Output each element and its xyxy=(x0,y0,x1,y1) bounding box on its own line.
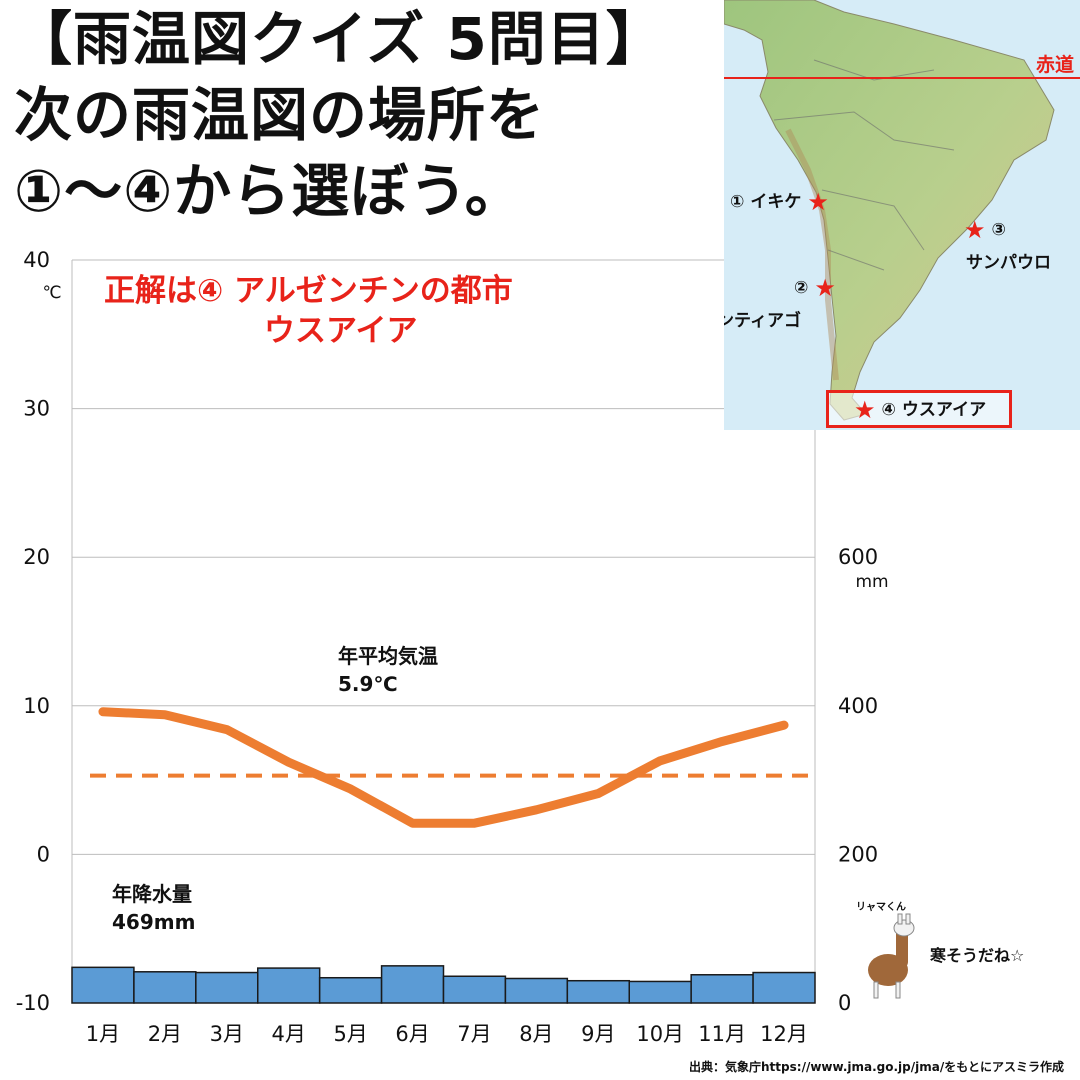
precip-bar xyxy=(752,971,816,1004)
month-label: 10月 xyxy=(636,1022,684,1046)
precip-bar xyxy=(318,976,383,1004)
source-credit: 出典：気象庁https://www.jma.go.jp/jma/をもとにアスミラ… xyxy=(689,1060,1064,1074)
precip-tick-label: 200 xyxy=(838,842,878,866)
precip-bar xyxy=(442,975,507,1004)
month-label: 12月 xyxy=(760,1022,808,1046)
star-icon: ★ xyxy=(814,274,836,302)
temperature-line xyxy=(98,707,789,828)
precip-unit-label: mm xyxy=(855,572,888,592)
annual-precip-label: 年降水量 xyxy=(112,882,192,906)
annual-temp-note: 年平均気温 5.9℃ xyxy=(338,642,438,698)
precip-bar xyxy=(566,979,630,1004)
answer-line2: ウスアイア xyxy=(264,313,418,349)
month-label: 5月 xyxy=(333,1022,367,1046)
llama-icon xyxy=(868,913,915,999)
precip-bar xyxy=(133,971,197,1004)
star-icon: ★ xyxy=(807,188,829,216)
month-label: 8月 xyxy=(519,1022,553,1046)
month-label: 4月 xyxy=(272,1022,306,1046)
precip-bar xyxy=(257,967,321,1004)
quiz-question-line1: 次の雨温図の場所を xyxy=(14,81,546,149)
month-label: 7月 xyxy=(457,1022,491,1046)
month-label: 11月 xyxy=(698,1022,746,1046)
border-lines xyxy=(773,59,955,271)
llama-name: リャマくん xyxy=(856,902,906,913)
llama-mascot: リャマくん 寒そうだね☆ xyxy=(850,898,1070,999)
month-label: 6月 xyxy=(395,1022,429,1046)
annual-temp-value: 5.9℃ xyxy=(338,672,398,696)
equator-label: 赤道 xyxy=(1035,54,1074,76)
temp-tick-label: 10 xyxy=(23,694,50,718)
temp-tick-label: 0 xyxy=(37,842,50,866)
annual-temp-label: 年平均気温 xyxy=(338,644,438,668)
quiz-question-line2: ①〜④から選ぼう。 xyxy=(14,157,524,225)
star-icon: ★ xyxy=(964,216,986,244)
place-1-name: イキケ xyxy=(750,191,802,212)
precip-bar xyxy=(628,980,692,1004)
temp-tick-label: 20 xyxy=(23,545,50,569)
place-3-name: サンパウロ xyxy=(966,253,1051,273)
answer-line1: 正解は④ アルゼンチンの都市 xyxy=(104,273,513,309)
month-label: 3月 xyxy=(210,1022,244,1046)
temp-tick-label: 30 xyxy=(23,397,50,421)
precip-bar xyxy=(690,974,754,1004)
annual-precip-note: 年降水量 469mm xyxy=(112,880,195,936)
llama-speech: 寒そうだね☆ xyxy=(930,946,1025,965)
place-2-number: ② xyxy=(794,277,809,298)
month-label: 1月 xyxy=(86,1022,120,1046)
place-3-number: ③ xyxy=(991,219,1006,240)
star-icon: ★ xyxy=(854,396,876,424)
month-label: 9月 xyxy=(581,1022,615,1046)
precip-tick-label: 600 xyxy=(838,545,878,569)
place-4-label: ★ ④ ウスアイア xyxy=(854,398,986,422)
place-1-label: ① イキケ ★ xyxy=(730,190,829,214)
map-graphic xyxy=(724,0,1080,421)
south-america-map: 赤道 ① イキケ ★ ★ ③ サンパウロ ② ★ サンティアゴ ★ ④ ウスアイ… xyxy=(724,0,1080,430)
place-3-label: ★ ③ xyxy=(964,218,1006,242)
place-4-name: ウスアイア xyxy=(901,399,987,420)
climate-chart: 40 30 20 10 0 -10 ℃ 600 400 200 0 mm 1月 2月 3月 4月 5月 6月 7月 8… xyxy=(16,248,889,1046)
place-2-label: ② ★ xyxy=(794,276,836,300)
precip-tick-label: 0 xyxy=(838,991,851,1015)
answer-highlight-box xyxy=(826,390,1012,428)
precip-bar xyxy=(380,965,445,1004)
temp-tick-label: 40 xyxy=(23,248,50,272)
annual-precip-value: 469mm xyxy=(112,910,196,934)
precip-bar xyxy=(195,971,259,1004)
precip-tick-label: 400 xyxy=(838,694,878,718)
month-label: 2月 xyxy=(148,1022,182,1046)
precip-bar xyxy=(504,977,569,1004)
temp-unit-label: ℃ xyxy=(42,283,61,303)
place-1-number: ① xyxy=(730,191,745,212)
place-4-number: ④ xyxy=(881,399,896,420)
place-2-name: サンティアゴ xyxy=(724,311,801,331)
temp-tick-label: -10 xyxy=(16,991,50,1015)
quiz-title: 【雨温図クイズ 5問目】 xyxy=(14,5,665,73)
precip-bar xyxy=(71,966,135,1004)
